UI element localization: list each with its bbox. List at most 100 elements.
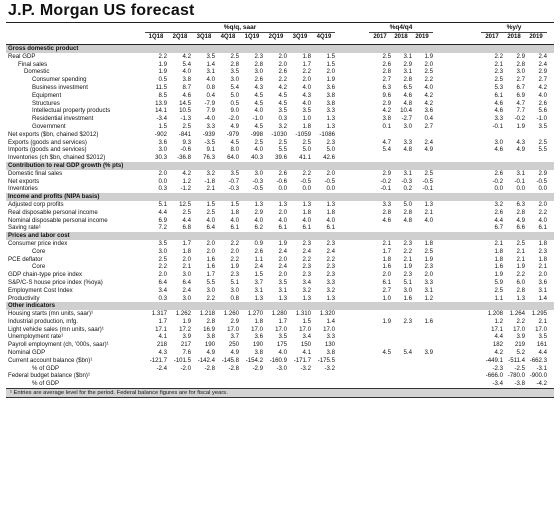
- table-cell: 6.4: [206, 224, 215, 232]
- table-cell: 3.3: [494, 115, 503, 123]
- table-cell: 217: [180, 341, 191, 349]
- table-row: Unemployment rate¹ 4.1 3.9 3.8 3.7 3.6 3.5 3.4 3…: [6, 333, 554, 341]
- column-header: 4Q18: [220, 34, 236, 40]
- table-cell: 4.5: [278, 91, 287, 99]
- table-cell: 2.9: [516, 52, 525, 60]
- table-cell: 1.320: [319, 310, 335, 318]
- row-label: Government: [32, 122, 66, 130]
- table-cell: 0.0: [538, 185, 547, 193]
- table-cell: 2.3: [538, 247, 547, 255]
- table-cell: 2.3: [403, 271, 412, 279]
- table-cell: 6.3: [516, 200, 525, 208]
- table-cell: 1.8: [230, 208, 239, 216]
- table-cell: 2.5: [516, 239, 525, 247]
- table-cell: 0.8: [206, 83, 215, 91]
- table-body: Gross domestic product Real GDP 2.2 4.2 3.5 2…: [6, 45, 554, 388]
- table-cell: 4.2: [182, 52, 191, 60]
- table-cell: 2.3: [302, 271, 311, 279]
- table-cell: -2.9: [252, 364, 263, 372]
- table-cell: 5.0: [230, 91, 239, 99]
- table-cell: -4.0: [204, 115, 215, 123]
- table-cell: 3.5: [230, 169, 239, 177]
- table-cell: 3.0: [254, 68, 263, 76]
- table-cell: 4.9: [230, 122, 239, 130]
- table-row: Nominal GDP 4.3 7.6 4.9 4.9 3.8 4.0 4.1 3.8 4.5 5.…: [6, 349, 554, 357]
- table-cell: 2.0: [326, 169, 335, 177]
- table-cell: 41.1: [299, 154, 311, 162]
- table-cell: 1.9: [403, 263, 412, 271]
- table-cell: 4.2: [538, 83, 547, 91]
- table-cell: 3.2: [302, 286, 311, 294]
- row-label: Imports (goods and services): [8, 146, 87, 154]
- table-cell: 2.0: [302, 76, 311, 84]
- table-cell: 4.7: [382, 138, 391, 146]
- table-cell: 2.8: [382, 68, 391, 76]
- table-cell: 1.9: [424, 255, 433, 263]
- table-cell: 5.9: [494, 278, 503, 286]
- table-cell: 3.6: [538, 278, 547, 286]
- table-cell: 2.8: [516, 208, 525, 216]
- table-cell: 6.1: [382, 278, 391, 286]
- table-cell: 2.6: [278, 68, 287, 76]
- table-cell: 2.1: [206, 185, 215, 193]
- table-cell: 0.5: [158, 76, 167, 84]
- table-cell: 5.1: [230, 278, 239, 286]
- table-cell: -0.3: [252, 177, 263, 185]
- table-cell: 2.0: [230, 247, 239, 255]
- row-label: Domestic: [24, 68, 50, 76]
- table-cell: 2.2: [158, 52, 167, 60]
- table-cell: 14.5: [179, 99, 191, 107]
- table-row: Saving rate¹ 7.2 6.8 6.4 6.1 6.2 6.1 6.1 6.1 6.7 6…: [6, 224, 554, 232]
- table-cell: 4.7: [516, 99, 525, 107]
- table-cell: -2.5: [514, 364, 525, 372]
- table-cell: 5.1: [403, 278, 412, 286]
- column-header: 1Q19: [244, 34, 260, 40]
- table-cell: 175: [276, 341, 287, 349]
- table-cell: 4.5: [230, 138, 239, 146]
- table-cell: 2.5: [494, 286, 503, 294]
- table-cell: 2.7: [382, 76, 391, 84]
- table-cell: 1.8: [326, 208, 335, 216]
- table-cell: 1.1: [494, 294, 503, 302]
- table-cell: -0.3: [401, 177, 412, 185]
- table-cell: 1.6: [403, 294, 412, 302]
- table-cell: 6.7: [494, 224, 503, 232]
- table-cell: 2.0: [538, 200, 547, 208]
- table-cell: 2.1: [516, 255, 525, 263]
- row-label: Current account balance ($bn)¹: [8, 356, 93, 364]
- table-cell: 1.9: [494, 271, 503, 279]
- table-cell: 5.0: [302, 146, 311, 154]
- table-row: Employment Cost Index 3.4 2.4 3.0 3.0 3.1 3.1 3…: [6, 287, 554, 295]
- row-label: Industrial production, mfg.: [8, 317, 79, 325]
- table-cell: 2.6: [538, 99, 547, 107]
- table-cell: 1.0: [302, 115, 311, 123]
- column-header: 2018: [507, 34, 521, 40]
- table-cell: 2.5: [538, 138, 547, 146]
- table-cell: 219: [514, 341, 525, 349]
- table-cell: 2.0: [206, 247, 215, 255]
- table-cell: -1.0: [536, 115, 547, 123]
- table-cell: 17.2: [179, 325, 191, 333]
- table-cell: 4.4: [494, 216, 503, 224]
- table-cell: -2.0: [180, 364, 191, 372]
- table-cell: -2.8: [204, 364, 215, 372]
- table-cell: -154.2: [245, 356, 263, 364]
- table-cell: 3.6: [424, 107, 433, 115]
- table-cell: 6.5: [403, 83, 412, 91]
- table-cell: 1.4: [326, 317, 335, 325]
- table-cell: 2.0: [326, 68, 335, 76]
- section-header-row: Prices and labor cost: [6, 232, 554, 240]
- table-cell: -3.5: [204, 138, 215, 146]
- table-cell: 2.1: [538, 317, 547, 325]
- table-cell: 3.1: [278, 286, 287, 294]
- table-cell: 0.3: [278, 115, 287, 123]
- table-cell: 1.295: [531, 310, 547, 318]
- table-cell: 4.3: [254, 83, 263, 91]
- table-cell: 3.2: [494, 200, 503, 208]
- row-label: Real disposable personal income: [8, 208, 98, 216]
- table-cell: 4.2: [278, 83, 287, 91]
- table-cell: 190: [252, 341, 263, 349]
- table-cell: 1.9: [424, 52, 433, 60]
- table-cell: 17.0: [275, 325, 287, 333]
- row-label: Net exports ($bn, chained $2012): [8, 130, 99, 138]
